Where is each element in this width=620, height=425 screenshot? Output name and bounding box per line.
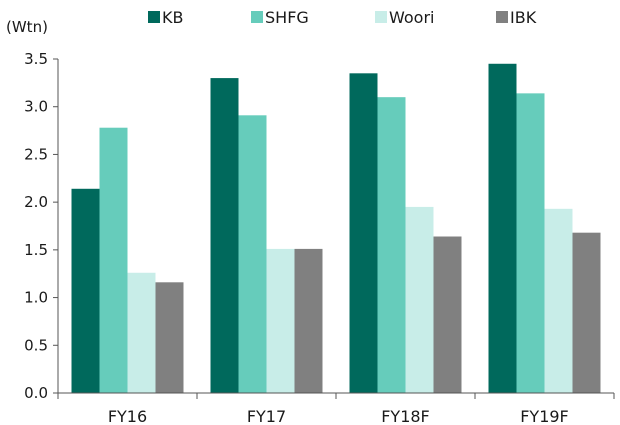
y-tick-label: 3.5 [24,50,48,68]
y-unit-label: (Wtn) [6,18,48,36]
bar-shfg-fy19f [516,93,545,394]
x-tick-label: FY16 [108,407,147,425]
bar-ibk-fy16 [155,282,184,393]
bars [71,63,601,394]
bar-kb-fy19f [488,63,517,394]
legend-label-ibk: IBK [510,8,537,27]
bar-kb-fy17 [210,78,239,393]
y-tick-label: 2.5 [24,145,48,163]
legend-swatch-kb [148,11,160,23]
y-axis: 0.0 0.5 1.0 1.5 2.0 2.5 3.0 3.5 [24,50,59,402]
bar-ibk-fy18f [433,236,462,393]
bar-ibk-fy17 [294,248,323,393]
bar-woori-fy16 [127,272,156,393]
x-tick-label: FY17 [247,407,286,425]
bar-shfg-fy17 [238,115,267,393]
legend: KB SHFG Woori IBK [148,8,537,27]
bar-woori-fy18f [405,206,434,393]
bar-woori-fy17 [266,248,295,393]
legend-swatch-shfg [251,11,263,23]
y-tick-label: 1.5 [24,241,48,259]
x-tick-label: FY19F [520,407,569,425]
y-tick-label: 0.0 [24,384,48,402]
bar-shfg-fy18f [377,97,406,394]
legend-label-woori: Woori [389,8,434,27]
bar-shfg-fy16 [99,127,128,394]
bar-kb-fy18f [349,73,378,394]
y-tick-label: 0.5 [24,336,48,354]
y-tick-label: 3.0 [24,98,48,116]
y-tick-label: 1.0 [24,289,48,307]
bar-ibk-fy19f [572,232,601,393]
bar-woori-fy19f [544,208,573,393]
x-tick-label: FY18F [381,407,430,425]
legend-label-shfg: SHFG [265,8,309,27]
legend-swatch-woori [375,11,387,23]
y-tick-label: 2.0 [24,193,48,211]
legend-label-kb: KB [162,8,183,27]
bar-kb-fy16 [71,188,100,393]
legend-swatch-ibk [496,11,508,23]
x-axis: FY16 FY17 FY18F FY19F [57,392,615,425]
